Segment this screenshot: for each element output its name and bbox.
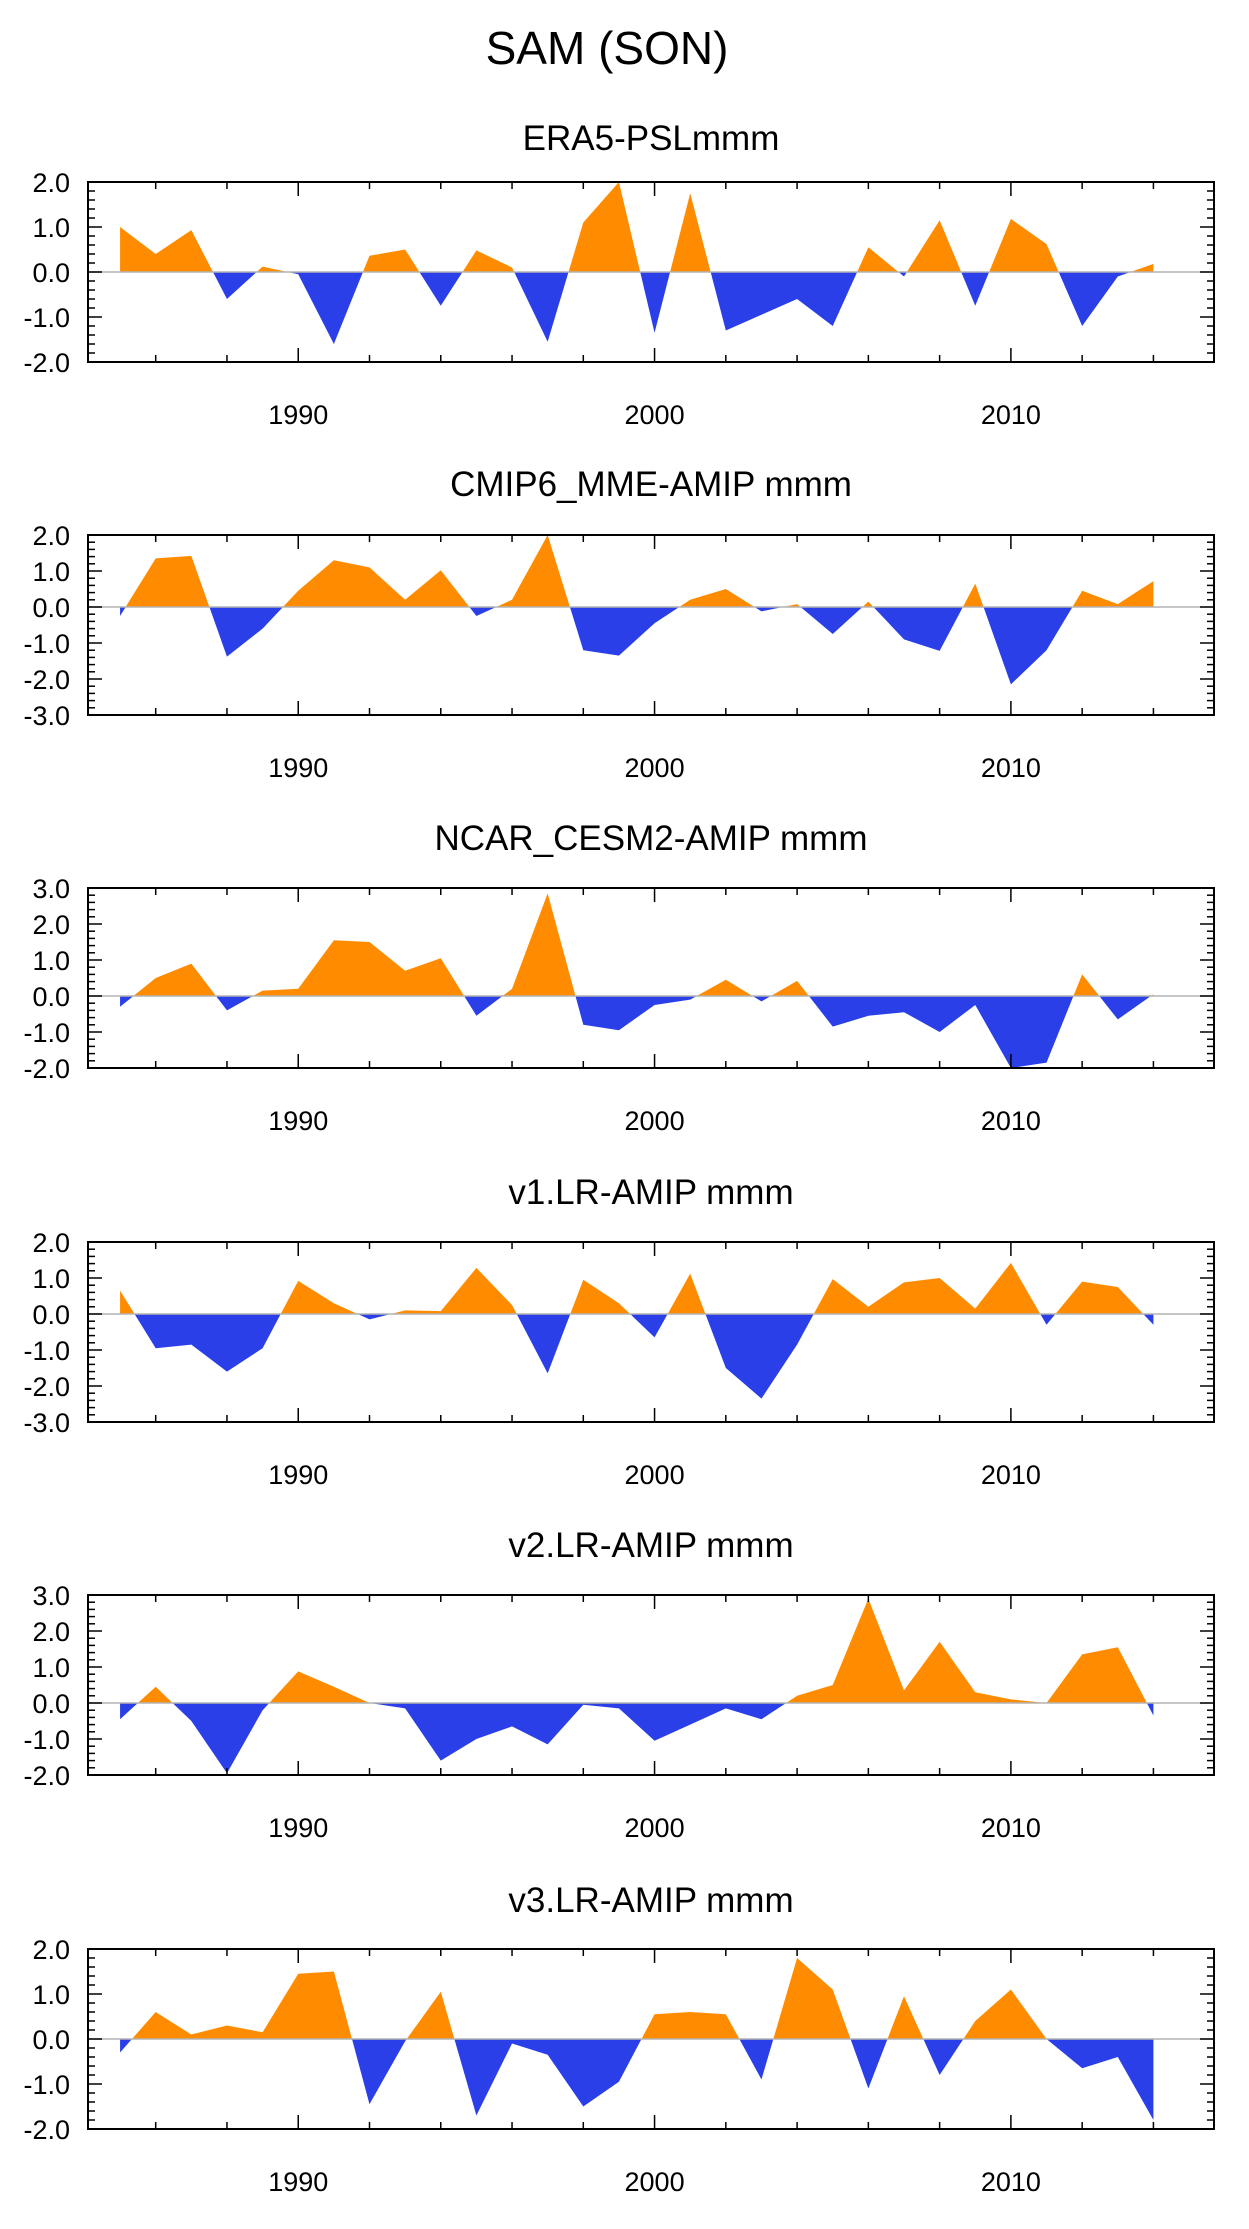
y-tick-label: -1.0 — [23, 2070, 70, 2100]
y-tick-label: 3.0 — [32, 1581, 70, 1611]
y-tick-label: 1.0 — [32, 1980, 70, 2010]
figure-title: SAM (SON) — [486, 22, 729, 74]
plot-frame — [87, 181, 1215, 363]
positive-area — [120, 1958, 1154, 2039]
y-tick-label: 0.0 — [32, 258, 70, 288]
y-tick-label: -3.0 — [23, 701, 70, 731]
y-tick-label: -1.0 — [23, 303, 70, 333]
positive-area — [120, 893, 1154, 996]
x-tick-label: 2000 — [625, 400, 685, 430]
y-tick-label: -1.0 — [23, 1725, 70, 1755]
positive-area — [120, 1598, 1154, 1703]
positive-area — [120, 1262, 1154, 1314]
y-tick-label: -2.0 — [23, 1054, 70, 1084]
x-tick-label: 1990 — [268, 2167, 328, 2197]
x-tick-label: 1990 — [268, 753, 328, 783]
y-tick-label: -3.0 — [23, 1408, 70, 1438]
x-tick-label: 2000 — [625, 1460, 685, 1490]
panel-title: ERA5-PSLmmm — [523, 119, 780, 158]
y-tick-label: 3.0 — [32, 874, 70, 904]
y-tick-label: -2.0 — [23, 665, 70, 695]
positive-area — [120, 535, 1154, 607]
plot-frame — [87, 887, 1215, 1069]
y-tick-label: -2.0 — [23, 1372, 70, 1402]
x-tick-label: 1990 — [268, 400, 328, 430]
panel-title: CMIP6_MME-AMIP mmm — [450, 465, 852, 504]
y-tick-label: 0.0 — [32, 593, 70, 623]
y-tick-label: -2.0 — [23, 2115, 70, 2145]
y-tick-label: 2.0 — [32, 521, 70, 551]
y-tick-label: -1.0 — [23, 1336, 70, 1366]
y-tick-label: 1.0 — [32, 1653, 70, 1683]
negative-area — [120, 1703, 1154, 1774]
panel-title: v3.LR-AMIP mmm — [508, 1881, 793, 1920]
negative-area — [120, 607, 1154, 685]
y-tick-label: 2.0 — [32, 168, 70, 198]
positive-area — [120, 182, 1154, 272]
negative-area — [120, 272, 1154, 344]
negative-area — [120, 996, 1154, 1068]
y-tick-label: 2.0 — [32, 1935, 70, 1965]
x-tick-label: 2010 — [981, 2167, 1041, 2197]
x-tick-label: 1990 — [268, 1106, 328, 1136]
y-tick-label: 1.0 — [32, 213, 70, 243]
x-tick-label: 2010 — [981, 753, 1041, 783]
chart-panel: ERA5-PSLmmm -2.0 -1.0 0.0 1.0 2.0 1990 2000 2010 — [23, 119, 1215, 430]
chart-panel: v1.LR-AMIP mmm -3.0 -2.0 -1.0 0.0 1.0 2.0 1990 2… — [23, 1173, 1215, 1490]
y-tick-label: 0.0 — [32, 1689, 70, 1719]
y-tick-label: 0.0 — [32, 1300, 70, 1330]
chart-panel: NCAR_CESM2-AMIP mmm -2.0 -1.0 0.0 1.0 2.0 3.0 1… — [23, 819, 1215, 1136]
plot-frame — [87, 1594, 1215, 1776]
y-tick-label: 1.0 — [32, 946, 70, 976]
y-tick-label: 0.0 — [32, 2025, 70, 2055]
chart-panel: CMIP6_MME-AMIP mmm -3.0 -2.0 -1.0 0.0 1.0 2.0 1… — [23, 465, 1215, 783]
y-tick-label: -2.0 — [23, 348, 70, 378]
plot-frame — [87, 1241, 1215, 1423]
y-tick-label: -2.0 — [23, 1761, 70, 1791]
x-tick-label: 1990 — [268, 1460, 328, 1490]
y-tick-label: 1.0 — [32, 557, 70, 587]
chart-panel: v3.LR-AMIP mmm -2.0 -1.0 0.0 1.0 2.0 1990 2000 2… — [23, 1881, 1215, 2197]
y-tick-label: 2.0 — [32, 1228, 70, 1258]
y-tick-label: -1.0 — [23, 1018, 70, 1048]
x-tick-label: 2000 — [625, 1106, 685, 1136]
y-tick-label: 0.0 — [32, 982, 70, 1012]
chart-panel: v2.LR-AMIP mmm -2.0 -1.0 0.0 1.0 2.0 3.0 1990 20… — [23, 1526, 1215, 1843]
x-tick-label: 2010 — [981, 1813, 1041, 1843]
plot-frame — [87, 1948, 1215, 2130]
x-tick-label: 2010 — [981, 400, 1041, 430]
y-tick-label: -1.0 — [23, 629, 70, 659]
x-tick-label: 1990 — [268, 1813, 328, 1843]
x-tick-label: 2010 — [981, 1106, 1041, 1136]
x-tick-label: 2000 — [625, 1813, 685, 1843]
panel-title: NCAR_CESM2-AMIP mmm — [434, 819, 867, 858]
negative-area — [120, 2039, 1154, 2120]
panel-title: v1.LR-AMIP mmm — [508, 1173, 793, 1212]
x-tick-label: 2000 — [625, 2167, 685, 2197]
y-tick-label: 2.0 — [32, 1617, 70, 1647]
y-tick-label: 2.0 — [32, 910, 70, 940]
x-tick-label: 2010 — [981, 1460, 1041, 1490]
plot-frame — [87, 534, 1215, 716]
negative-area — [120, 1314, 1154, 1399]
panels: ERA5-PSLmmm -2.0 -1.0 0.0 1.0 2.0 1990 2000 2010… — [23, 119, 1215, 2197]
panel-title: v2.LR-AMIP mmm — [508, 1526, 793, 1565]
y-tick-label: 1.0 — [32, 1264, 70, 1294]
x-tick-label: 2000 — [625, 753, 685, 783]
